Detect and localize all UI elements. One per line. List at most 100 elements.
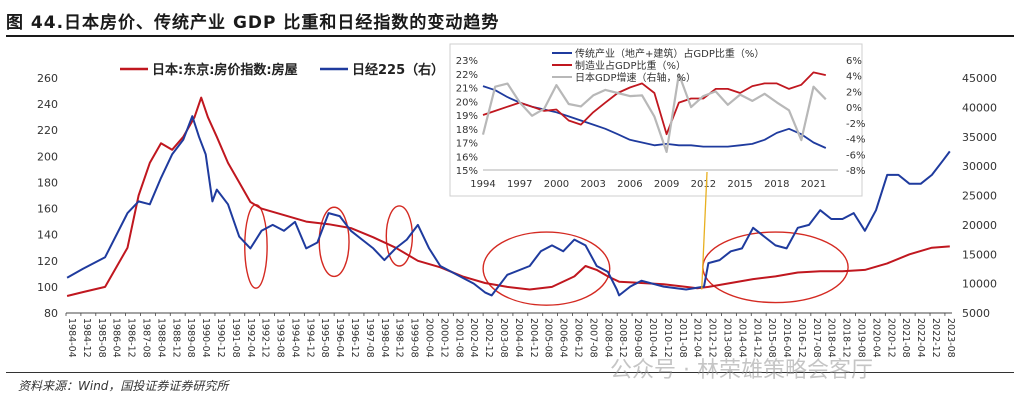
inset-right-axis-tick: 2% [846,87,862,98]
right-axis-tick: 45000 [962,72,997,85]
inset-right-axis-tick: -4% [846,135,865,146]
right-axis-tick: 25000 [962,190,997,203]
x-axis-tick: 2020-12 [885,318,896,358]
x-axis-tick: 2004-04 [513,318,524,358]
inset-left-axis-tick: 18% [456,125,478,136]
left-axis-tick: 100 [37,281,58,294]
x-axis-tick: 1994-12 [304,318,315,358]
x-axis-tick: 1984-04 [66,318,77,358]
x-axis-tick: 2006-04 [558,318,569,358]
highlight-circle [385,205,414,267]
left-axis-tick: 80 [44,307,58,320]
left-axis-tick: 200 [37,150,58,163]
highlight-circle [702,231,849,304]
x-axis-tick: 2000-04 [424,318,435,358]
x-axis-tick: 2007-08 [587,318,598,358]
inset-left-axis-tick: 23% [456,56,478,67]
inset-legend-label: 日本GDP增速（右轴，%） [575,71,696,84]
inset-x-axis-tick: 2003 [580,179,605,190]
x-axis-tick: 1984-12 [81,318,92,358]
main-axes: 80 100 120 140 160 180 200 220 240 260 5000 10000 15… [37,72,997,358]
x-axis-tick: 1998-12 [394,318,405,358]
left-axis-tick: 240 [37,98,58,111]
x-axis-tick: 1990-12 [215,318,226,358]
inset-x-axis-tick: 2009 [654,179,679,190]
inset-x-axis-tick: 2006 [617,179,642,190]
x-axis-tick: 2011-08 [677,318,688,358]
inset-left-axis-tick: 19% [456,111,478,122]
inset-left-axis-tick: 16% [456,152,478,163]
x-axis-tick: 2001-08 [453,318,464,358]
inset-left-axis-tick: 15% [456,166,478,177]
title-divider [6,35,1014,37]
x-axis-tick: 1985-08 [96,318,107,358]
main-series [66,96,951,297]
inset-right-axis-tick: -2% [846,119,865,130]
inset-right-axis-tick: 4% [846,72,862,83]
x-axis-tick: 2002-12 [483,318,494,358]
x-axis-tick: 2023-08 [945,318,956,358]
x-axis-tick: 2014-12 [751,318,762,358]
right-axis-tick: 35000 [962,131,997,144]
right-axis-tick: 5000 [962,307,990,320]
right-axis-tick: 10000 [962,278,997,291]
source-note: 资料来源：Wind，国投证券证券研究所 [18,379,229,393]
x-axis-tick: 2006-12 [572,318,583,358]
x-axis-tick: 2002-04 [468,318,479,358]
x-axis-tick: 1997-08 [364,318,375,358]
x-axis-tick: 2022-04 [915,318,926,358]
inset-x-axis-tick: 1994 [470,179,495,190]
x-axis-tick: 2014-04 [736,318,747,358]
x-axis-tick: 2022-12 [930,318,941,358]
x-axis-tick: 1999-08 [409,318,420,358]
watermark: 公众号 · 林荣雄策略会客厅 [610,358,873,383]
x-axis-tick: 1995-08 [319,318,330,358]
inset-x-axis-tick: 2015 [727,179,752,190]
x-axis-tick: 1992-12 [260,318,271,358]
inset-chart: 15% 16% 17% 18% 19% 20% 21% 22% 23% -8% -6% -4% -2% 0… [449,43,865,290]
x-axis-tick: 2009-08 [632,318,643,358]
x-axis-tick: 2018-12 [841,318,852,358]
inset-left-axis-tick: 20% [456,97,478,108]
left-axis-tick: 260 [37,72,58,85]
legend-label-house-price: 日本:东京:房价指数:房屋 [152,62,298,78]
x-axis-tick: 2016-12 [796,318,807,358]
inset-manufacturing-line [482,71,826,136]
x-axis-tick: 1992-04 [245,318,256,358]
left-axis-tick: 120 [37,255,58,268]
x-axis-tick: 2008-12 [617,318,628,358]
x-axis-tick: 2010-04 [647,318,658,358]
x-axis-tick: 1988-04 [155,318,166,358]
x-axis-tick: 1988-12 [170,318,181,358]
x-axis-tick: 1998-04 [379,318,390,358]
inset-gdp-growth-line [481,72,827,153]
x-axis-tick: 2018-04 [826,318,837,358]
inset-left-axis-tick: 17% [456,139,478,150]
x-axis-tick: 2015-08 [766,318,777,358]
right-axis-tick: 15000 [962,248,997,261]
x-axis-tick: 1987-08 [140,318,151,358]
x-axis-tick: 1989-08 [185,318,196,358]
inset-x-axis-tick: 1997 [507,179,532,190]
inset-right-axis-tick: 0% [846,103,862,114]
x-axis-tick: 2016-04 [781,318,792,358]
x-axis-tick: 2003-08 [498,318,509,358]
x-axis-tick: 1986-04 [111,318,122,358]
x-axis-tick: 2019-08 [856,318,867,358]
left-axis-tick: 140 [37,229,58,242]
inset-left-axis-tick: 21% [456,84,478,95]
x-axis-tick: 2008-04 [602,318,613,358]
x-axis-tick: 2013-08 [721,318,732,358]
left-axis-tick: 220 [37,124,58,137]
inset-legend-label: 传统产业（地产+建筑）占GDP比重（%） [575,47,764,60]
highlight-circle [318,206,350,278]
inset-left-axis-tick: 22% [456,70,478,81]
x-axis-tick: 2020-04 [870,318,881,358]
x-axis-tick: 1996-12 [349,318,360,358]
x-axis-tick: 2012-12 [707,318,718,358]
left-axis-tick: 180 [37,176,58,189]
inset-legend-label: 制造业占GDP比重（%） [575,59,686,72]
inset-right-axis-tick: -8% [846,166,865,177]
highlight-circle [482,231,611,306]
